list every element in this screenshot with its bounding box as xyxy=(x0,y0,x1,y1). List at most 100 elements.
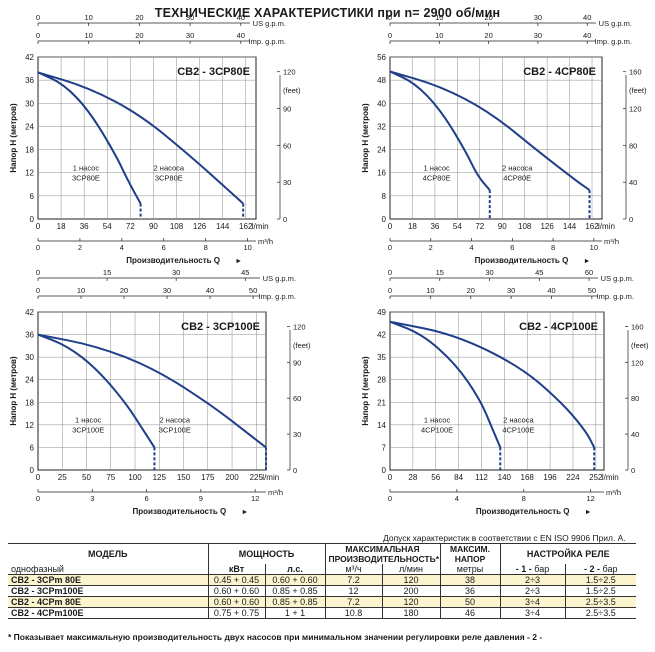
subheader-kw: кВт xyxy=(207,564,265,575)
x-tick-label: 125 xyxy=(153,473,167,482)
feet-tick-label: 40 xyxy=(631,430,639,439)
y-tick-label: 12 xyxy=(25,169,34,178)
series-curve xyxy=(37,71,142,205)
relay-1-unit: бар xyxy=(534,564,550,574)
y-tick-label: 42 xyxy=(377,331,386,340)
x-tick-label: 168 xyxy=(521,473,535,482)
usgpm-tick-label: 10 xyxy=(85,13,93,22)
subheader-meters: метры xyxy=(439,564,501,575)
model-cell: CB2 - 4CPm 80E xyxy=(8,596,208,608)
y-axis-title: Напор H (метров) xyxy=(9,103,18,173)
series-label: 1 насос xyxy=(423,163,450,172)
usgpm-tick-label: 40 xyxy=(583,13,591,22)
m3h-tick-label: 12 xyxy=(586,494,594,503)
feet-tick-label: 120 xyxy=(293,322,306,331)
table-row: CB2 - 3CPm 80E 0.45 + 0.45 0.60 + 0.60 7… xyxy=(8,574,637,586)
feet-tick-label: 0 xyxy=(293,466,297,475)
impgpm-tick-label: 30 xyxy=(163,286,171,295)
series-label: 1 насос xyxy=(424,416,451,425)
model-cell: CB2 - 3CPm100E xyxy=(11,586,84,596)
header-relay: НАСТРОЙКА РЕЛЕ xyxy=(499,543,637,564)
feet-tick-label: 160 xyxy=(629,68,642,77)
x-tick-label: 28 xyxy=(408,473,417,482)
usgpm-tick-label: 15 xyxy=(103,268,111,277)
x-tick-label: 100 xyxy=(128,473,142,482)
tolerance-note: Допуск характеристик в соответствии с EN… xyxy=(383,533,626,543)
table-row: CB2 - 4CPm100E 0.75 + 0.75 1 + 1 10.8 18… xyxy=(8,607,637,619)
usgpm-tick-label: 60 xyxy=(585,268,593,277)
relay2-cell: 2.5÷3.5 xyxy=(564,607,637,619)
y-tick-label: 32 xyxy=(377,122,386,131)
series-curve xyxy=(389,320,596,448)
y-axis-title: Напор H (метров) xyxy=(9,356,18,426)
m3h-tick-label: 12 xyxy=(251,494,259,503)
m3h-tick-label: 4 xyxy=(455,494,459,503)
series-curve xyxy=(37,333,267,449)
y-tick-label: 18 xyxy=(25,398,34,407)
m3h-unit-label: m³/h xyxy=(604,237,619,246)
m3h-cell: 10.8 xyxy=(324,607,383,619)
x-axis-arrow: ► xyxy=(583,258,590,265)
feet-tick-label: 90 xyxy=(283,105,291,114)
series-curve xyxy=(389,70,491,191)
x-tick-label: 175 xyxy=(201,473,215,482)
table-row: CB2 - 4CPm 80E 0.60 + 0.60 0.85 + 0.85 7… xyxy=(8,596,637,608)
x-tick-label: 90 xyxy=(498,222,507,231)
usgpm-tick-label: 40 xyxy=(237,13,245,22)
hp-cell: 0.85 + 0.85 xyxy=(264,596,326,608)
feet-tick-label: 120 xyxy=(631,358,644,367)
usgpm-tick-label: 20 xyxy=(135,13,143,22)
m3h-tick-label: 0 xyxy=(388,243,392,252)
chart-title: CB2 - 3CP80E xyxy=(177,66,250,78)
head-cell: 46 xyxy=(439,607,501,619)
impgpm-tick-label: 10 xyxy=(85,31,93,40)
m3h-tick-label: 2 xyxy=(429,243,433,252)
impgpm-tick-label: 40 xyxy=(237,31,245,40)
impgpm-unit-label: Imp. g.p.m. xyxy=(248,37,286,46)
y-tick-label: 56 xyxy=(377,53,386,62)
relay2-cell: 1.5÷2.5 xyxy=(564,574,637,586)
usgpm-unit-label: US g.p.m. xyxy=(599,19,632,28)
impgpm-tick-label: 10 xyxy=(77,286,85,295)
m3h-unit-label: m³/h xyxy=(258,237,273,246)
series-label: 1 насос xyxy=(75,416,102,425)
usgpm-tick-label: 20 xyxy=(484,13,492,22)
series-label: 1 насос xyxy=(73,163,100,172)
feet-unit-label: (feet) xyxy=(629,86,647,95)
header-model: МОДЕЛЬ xyxy=(87,549,128,559)
impgpm-tick-label: 0 xyxy=(36,31,40,40)
relay1-cell: 2÷3 xyxy=(499,585,566,597)
y-tick-label: 21 xyxy=(377,398,386,407)
x-tick-label: 50 xyxy=(82,473,91,482)
feet-tick-label: 60 xyxy=(293,394,301,403)
x-tick-label: 84 xyxy=(454,473,463,482)
x-axis-title: Производительность Q xyxy=(475,256,569,265)
lmin-cell: 200 xyxy=(381,585,441,597)
relay2-cell: 1.5÷2.5 xyxy=(564,585,637,597)
m3h-tick-label: 0 xyxy=(36,494,40,503)
feet-tick-label: 40 xyxy=(629,178,637,187)
usgpm-tick-label: 10 xyxy=(435,13,443,22)
m3h-tick-label: 2 xyxy=(78,243,82,252)
y-tick-label: 8 xyxy=(382,192,387,201)
y-tick-label: 42 xyxy=(25,53,34,62)
y-tick-label: 36 xyxy=(25,76,34,85)
x-tick-label: 200 xyxy=(225,473,239,482)
feet-tick-label: 80 xyxy=(631,394,639,403)
x-tick-label: 18 xyxy=(57,222,66,231)
y-tick-label: 36 xyxy=(25,331,34,340)
impgpm-tick-label: 0 xyxy=(388,286,392,295)
usgpm-tick-label: 15 xyxy=(436,268,444,277)
x-tick-label: 36 xyxy=(430,222,439,231)
chart-title: CB2 - 4CP80E xyxy=(523,66,596,78)
m3h-tick-label: 0 xyxy=(36,243,40,252)
lmin-unit-label: l/min xyxy=(262,473,279,482)
y-tick-label: 0 xyxy=(30,215,35,224)
x-tick-label: 72 xyxy=(475,222,484,231)
y-tick-label: 14 xyxy=(377,421,386,430)
usgpm-tick-label: 0 xyxy=(388,13,392,22)
m3h-tick-label: 10 xyxy=(590,243,598,252)
series-curve xyxy=(37,71,244,205)
